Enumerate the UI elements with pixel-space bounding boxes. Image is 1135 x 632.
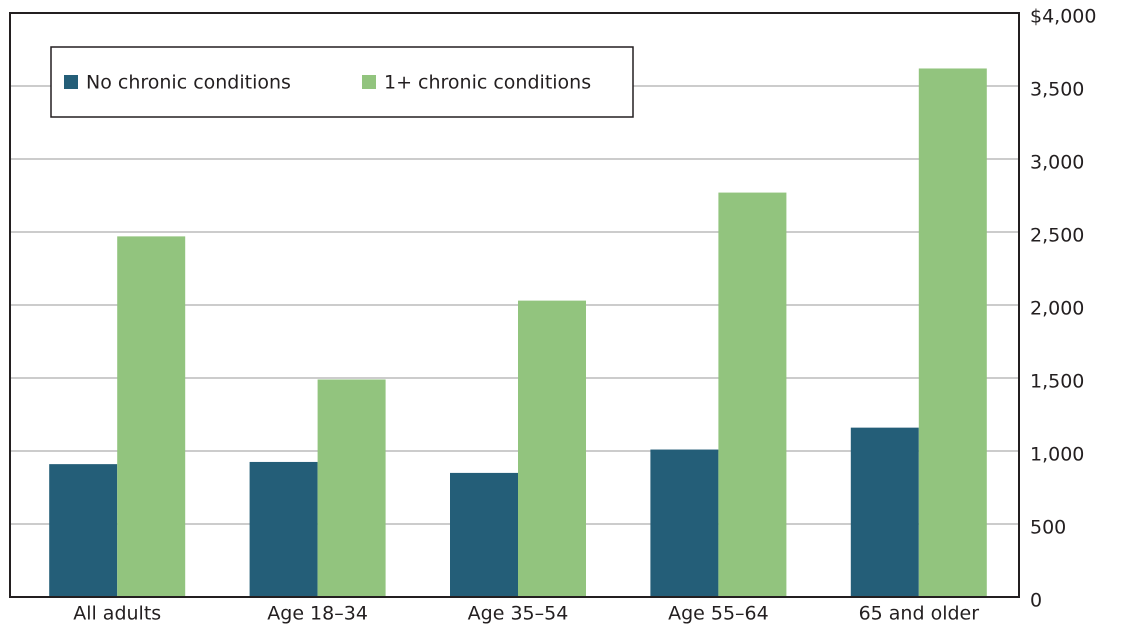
- y-tick-label: 2,000: [1030, 298, 1084, 320]
- legend-swatch: [64, 75, 78, 89]
- legend-swatch: [362, 75, 376, 89]
- x-tick-label: All adults: [73, 603, 161, 625]
- bar: [518, 300, 586, 597]
- bar: [49, 464, 118, 597]
- x-tick-label: Age 35–54: [468, 603, 569, 625]
- x-tick-label: 65 and older: [859, 603, 980, 625]
- y-tick-label: $4,000: [1030, 6, 1096, 28]
- bar: [450, 472, 518, 597]
- y-tick-label: 1,500: [1030, 371, 1084, 393]
- bar: [650, 449, 719, 597]
- y-tick-label: 0: [1030, 590, 1042, 612]
- y-tick-label: 3,000: [1030, 152, 1084, 174]
- legend-label: No chronic conditions: [86, 72, 291, 94]
- legend-box: [50, 46, 634, 118]
- x-tick-label: Age 55–64: [668, 603, 769, 625]
- y-tick-label: 500: [1030, 517, 1066, 539]
- plot-frame: [9, 12, 1020, 598]
- legend-label: 1+ chronic conditions: [384, 72, 591, 94]
- bar: [249, 461, 318, 597]
- bar: [918, 68, 987, 598]
- y-tick-label: 3,500: [1030, 79, 1084, 101]
- bar: [718, 192, 787, 597]
- y-tick-label: 1,000: [1030, 444, 1084, 466]
- x-tick-label: Age 18–34: [267, 603, 368, 625]
- bar: [317, 379, 386, 597]
- bar: [117, 236, 186, 597]
- bar: [850, 427, 919, 597]
- y-tick-label: 2,500: [1030, 225, 1084, 247]
